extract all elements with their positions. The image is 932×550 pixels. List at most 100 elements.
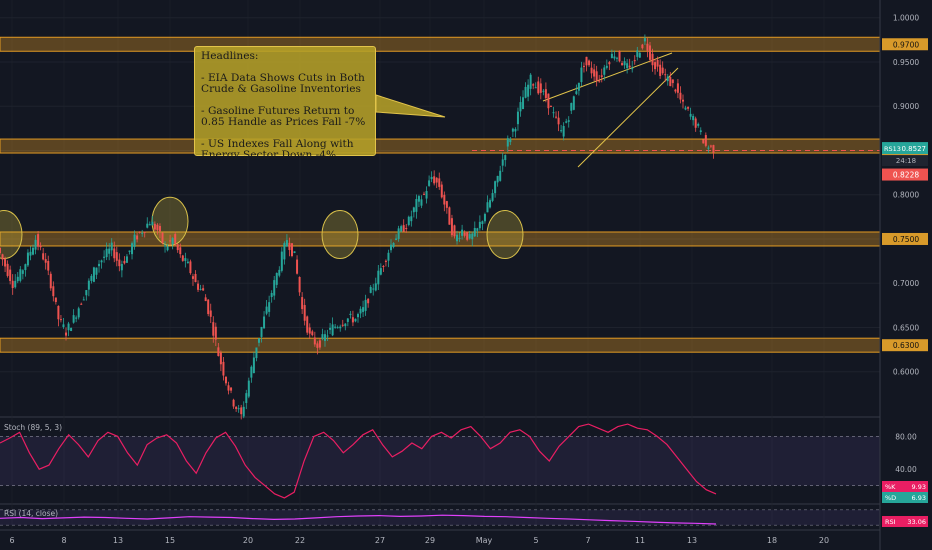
candle-body bbox=[37, 234, 40, 247]
candle-body bbox=[618, 51, 621, 62]
candle-body bbox=[255, 347, 258, 359]
candle-body bbox=[694, 118, 697, 128]
candle-body bbox=[557, 117, 560, 125]
time-tick-label: May bbox=[476, 536, 493, 545]
candle-body bbox=[207, 299, 210, 315]
chart-annotations bbox=[0, 52, 880, 260]
candle-body bbox=[610, 53, 613, 58]
oscillator-line bbox=[0, 514, 717, 525]
candle-body bbox=[166, 246, 169, 251]
price-axis: 0.60000.65000.70000.75000.80000.85000.90… bbox=[879, 0, 932, 550]
candle-body bbox=[516, 111, 519, 125]
candle-body bbox=[125, 256, 128, 263]
candle-body bbox=[709, 145, 712, 147]
candle-body bbox=[260, 326, 263, 337]
candle-body bbox=[62, 324, 65, 328]
candle-body bbox=[176, 244, 179, 251]
candle-body bbox=[87, 280, 90, 290]
candle-body bbox=[95, 267, 98, 275]
candle-body bbox=[613, 56, 616, 59]
candle-body bbox=[369, 286, 372, 293]
price-tag-value: 0.8228 bbox=[893, 171, 919, 180]
candle-body bbox=[704, 135, 707, 146]
candle-body bbox=[580, 67, 583, 83]
candle-body bbox=[372, 288, 375, 290]
candle-body bbox=[659, 64, 662, 76]
candle-body bbox=[290, 243, 293, 257]
candle-body bbox=[191, 276, 194, 279]
candle-body bbox=[341, 324, 344, 326]
candle-body bbox=[646, 43, 649, 51]
candle-body bbox=[461, 229, 464, 236]
band-fill bbox=[0, 436, 880, 486]
candle-body bbox=[179, 247, 182, 255]
headline-item: - US Indexes Fall Along with Energy Sect… bbox=[201, 138, 354, 161]
candle-body bbox=[24, 264, 27, 271]
price-tag-symbol: RS13 bbox=[884, 145, 901, 153]
candle-body bbox=[623, 61, 626, 66]
candle-body bbox=[468, 234, 471, 239]
headline-item: - Gasoline Futures Return to 0.85 Handle… bbox=[201, 105, 366, 128]
time-tick-label: 20 bbox=[819, 536, 829, 545]
candle-body bbox=[593, 69, 596, 77]
candle-body bbox=[537, 81, 540, 94]
price-tick-label: 0.9500 bbox=[893, 58, 919, 67]
candle-body bbox=[194, 273, 197, 283]
candle-body bbox=[108, 248, 111, 254]
candle-body bbox=[219, 352, 222, 365]
pane-title: Stoch (89, 5, 3) bbox=[4, 423, 62, 432]
candle-body bbox=[555, 116, 558, 118]
candle-body bbox=[450, 218, 453, 236]
candle-body bbox=[387, 252, 390, 261]
zone-label: 0.9700 bbox=[893, 40, 919, 49]
time-tick-label: 18 bbox=[767, 536, 777, 545]
candle-body bbox=[329, 327, 332, 330]
candle-body bbox=[98, 263, 101, 267]
candle-body bbox=[311, 331, 314, 336]
candle-body bbox=[128, 250, 131, 252]
callout-pointer bbox=[375, 94, 446, 118]
candle-body bbox=[697, 123, 700, 126]
candle-body bbox=[136, 235, 139, 240]
candle-body bbox=[357, 314, 359, 318]
candle-body bbox=[349, 313, 352, 316]
headlines-callout: Headlines: - EIA Data Shows Cuts in Both… bbox=[194, 46, 376, 161]
candle-body bbox=[582, 65, 585, 67]
price-tick-label: 0.9000 bbox=[893, 102, 919, 111]
candle-body bbox=[445, 201, 448, 208]
candle-body bbox=[633, 60, 636, 62]
headline-item: - EIA Data Shows Cuts in Both Crude & Ga… bbox=[201, 72, 365, 95]
candle-body bbox=[65, 332, 68, 336]
time-tick-label: 11 bbox=[635, 536, 645, 545]
candle-body bbox=[407, 216, 410, 225]
candle-body bbox=[224, 376, 227, 384]
stoch-tag-value: 6.93 bbox=[912, 494, 926, 502]
candle-body bbox=[308, 327, 311, 334]
candle-body bbox=[473, 227, 476, 237]
stoch-tag-box bbox=[882, 481, 928, 492]
candle-body bbox=[26, 252, 29, 266]
candle-body bbox=[283, 243, 286, 260]
candle-body bbox=[689, 113, 692, 117]
zone-label-box bbox=[882, 38, 928, 51]
candle-body bbox=[560, 130, 563, 132]
candle-body bbox=[549, 105, 552, 107]
wedge-upper-trendline bbox=[542, 52, 673, 102]
time-tick-label: 8 bbox=[61, 536, 66, 545]
zone-label: 0.7500 bbox=[893, 235, 919, 244]
candle-body bbox=[204, 297, 207, 302]
candle-body bbox=[34, 239, 37, 250]
time-tick-label: 29 bbox=[425, 536, 435, 545]
candle-body bbox=[402, 225, 405, 232]
candle-body bbox=[684, 107, 687, 110]
candle-body bbox=[478, 221, 481, 229]
candle-body bbox=[85, 290, 88, 296]
time-tick-label: 22 bbox=[295, 536, 305, 545]
candle-body bbox=[298, 277, 301, 293]
candle-body bbox=[397, 228, 400, 239]
candle-body bbox=[263, 316, 266, 329]
candle-body bbox=[420, 199, 423, 206]
candle-body bbox=[379, 268, 382, 275]
candle-body bbox=[21, 270, 24, 274]
